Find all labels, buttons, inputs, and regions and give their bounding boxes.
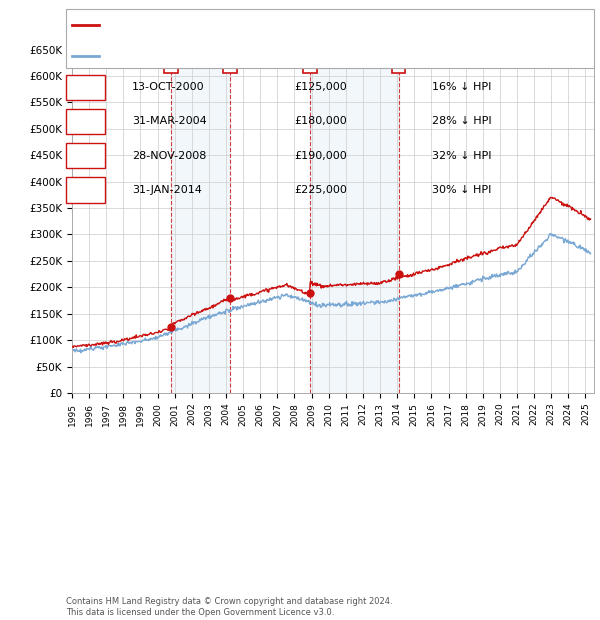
Text: 13-OCT-2000: 13-OCT-2000 bbox=[132, 82, 205, 92]
Text: 1: 1 bbox=[167, 58, 175, 68]
Bar bbox=[310, 50, 398, 393]
FancyBboxPatch shape bbox=[303, 52, 317, 73]
Text: £190,000: £190,000 bbox=[294, 151, 347, 161]
Text: £225,000: £225,000 bbox=[294, 185, 347, 195]
Text: 16% ↓ HPI: 16% ↓ HPI bbox=[432, 82, 491, 92]
Text: HPI: Average price, detached house, Canterbury: HPI: Average price, detached house, Cant… bbox=[105, 51, 341, 61]
FancyBboxPatch shape bbox=[164, 52, 178, 73]
Text: 1, POLLARD PLACE, WHITSTABLE, CT5 4TZ (detached house): 1, POLLARD PLACE, WHITSTABLE, CT5 4TZ (d… bbox=[105, 20, 402, 30]
Text: 1, POLLARD PLACE, WHITSTABLE, CT5 4TZ: 1, POLLARD PLACE, WHITSTABLE, CT5 4TZ bbox=[134, 16, 466, 30]
Text: 31-JAN-2014: 31-JAN-2014 bbox=[132, 185, 202, 195]
Text: £180,000: £180,000 bbox=[294, 117, 347, 126]
Text: 4: 4 bbox=[82, 185, 89, 195]
Text: 28% ↓ HPI: 28% ↓ HPI bbox=[432, 117, 491, 126]
Text: 2: 2 bbox=[82, 117, 89, 126]
Text: 3: 3 bbox=[307, 58, 314, 68]
Text: 32% ↓ HPI: 32% ↓ HPI bbox=[432, 151, 491, 161]
Bar bbox=[171, 50, 230, 393]
Text: 1: 1 bbox=[82, 82, 89, 92]
FancyBboxPatch shape bbox=[392, 52, 406, 73]
Text: 3: 3 bbox=[82, 151, 89, 161]
Text: 2: 2 bbox=[227, 58, 234, 68]
Text: Price paid vs. HM Land Registry's House Price Index (HPI): Price paid vs. HM Land Registry's House … bbox=[140, 28, 460, 38]
Text: Contains HM Land Registry data © Crown copyright and database right 2024.
This d: Contains HM Land Registry data © Crown c… bbox=[66, 598, 392, 617]
Text: 4: 4 bbox=[395, 58, 402, 68]
Text: 31-MAR-2004: 31-MAR-2004 bbox=[132, 117, 207, 126]
Text: 28-NOV-2008: 28-NOV-2008 bbox=[132, 151, 206, 161]
Text: 30% ↓ HPI: 30% ↓ HPI bbox=[432, 185, 491, 195]
FancyBboxPatch shape bbox=[223, 52, 237, 73]
Text: £125,000: £125,000 bbox=[294, 82, 347, 92]
